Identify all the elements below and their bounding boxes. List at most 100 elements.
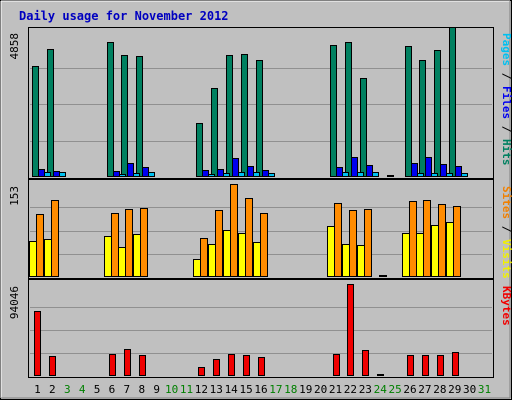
legend-entry-kbytes: KBytes xyxy=(500,286,512,326)
bar-pages-day-14 xyxy=(238,172,245,177)
day-label-24: 24 xyxy=(374,383,388,396)
bar-visits-day-2 xyxy=(51,200,59,277)
max-label-visits: 153 xyxy=(8,186,21,206)
day-label-25: 25 xyxy=(389,383,402,396)
bar-kbytes-day-16 xyxy=(258,357,265,376)
bar-files-day-6 xyxy=(113,171,120,177)
legend-entry-visits: Visits xyxy=(500,239,512,279)
bar-sites-day-7 xyxy=(118,247,126,277)
bar-hits-day-27 xyxy=(419,60,426,177)
bar-files-day-8 xyxy=(142,167,149,177)
day-label-30: 30 xyxy=(463,383,476,396)
bar-files-day-26 xyxy=(411,163,418,177)
bar-files-day-2 xyxy=(53,171,60,177)
day-label-26: 26 xyxy=(403,383,416,396)
panel-kbytes: 94046 KBytes xyxy=(8,279,512,378)
bar-files-day-12 xyxy=(202,170,209,177)
day-label-27: 27 xyxy=(418,383,431,396)
bar-visits-day-14 xyxy=(230,184,238,277)
bar-kbytes-day-26 xyxy=(407,355,414,376)
day-label-9: 9 xyxy=(153,383,160,396)
day-label-8: 8 xyxy=(138,383,145,396)
day-label-19: 19 xyxy=(299,383,312,396)
legend-entry-pages: Pages xyxy=(500,33,512,66)
bar-pages-day-28 xyxy=(446,173,453,177)
bar-files-day-23 xyxy=(366,165,373,177)
bar-sites-day-6 xyxy=(104,236,112,277)
legend-entry-hits: Hits xyxy=(500,139,512,166)
bar-visits-day-1 xyxy=(36,214,44,277)
day-label-10: 10 xyxy=(165,383,178,396)
day-label-22: 22 xyxy=(344,383,357,396)
bar-kbytes-day-8 xyxy=(139,355,146,376)
legend-separator: / xyxy=(500,119,512,139)
day-label-6: 6 xyxy=(109,383,116,396)
bar-hits-day-14 xyxy=(226,55,233,177)
max-label-kbytes: 94046 xyxy=(8,286,21,319)
bar-kbytes-day-23 xyxy=(362,350,369,376)
bar-files-day-13 xyxy=(217,169,224,177)
bar-sites-day-13 xyxy=(208,244,216,277)
bar-sites-day-21 xyxy=(327,226,335,277)
bar-kbytes-day-21 xyxy=(333,354,340,376)
bar-visits-day-16 xyxy=(260,213,268,277)
bar-visits-day-12 xyxy=(200,238,208,277)
bar-kbytes-day-15 xyxy=(243,355,250,376)
bar-files-day-14 xyxy=(232,158,239,177)
panel-visits: 153 Sites / Visits xyxy=(8,179,512,279)
day-label-3: 3 xyxy=(64,383,71,396)
bar-visits-day-29 xyxy=(453,206,461,277)
day-label-11: 11 xyxy=(180,383,193,396)
bar-files-day-28 xyxy=(440,164,447,177)
chart-title: Daily usage for November 2012 xyxy=(19,9,229,23)
bar-sites-day-27 xyxy=(416,233,424,277)
bar-files-day-1 xyxy=(38,169,45,177)
bar-files-day-7 xyxy=(127,163,134,177)
day-label-1: 1 xyxy=(34,383,41,396)
bar-visits-day-26 xyxy=(409,201,417,277)
day-label-23: 23 xyxy=(359,383,372,396)
bar-hits-day-7 xyxy=(121,55,128,177)
day-label-18: 18 xyxy=(284,383,297,396)
bar-visits-day-8 xyxy=(140,208,148,277)
bar-visits-day-21 xyxy=(334,203,342,277)
bar-kbytes-day-12 xyxy=(198,367,205,376)
bar-sites-day-8 xyxy=(133,234,141,277)
legend-entry-sites: Sites xyxy=(500,186,512,219)
bar-sites-day-1 xyxy=(29,241,37,277)
bar-hits-day-16 xyxy=(256,60,263,177)
bar-pages-day-23 xyxy=(372,172,379,177)
bar-sites-day-23 xyxy=(357,245,365,277)
bar-pages-day-2 xyxy=(59,172,66,177)
bar-kbytes-day-29 xyxy=(452,352,459,376)
legend-text-kbytes: KBytes xyxy=(500,286,512,326)
bar-pages-day-26 xyxy=(417,173,424,177)
day-label-4: 4 xyxy=(79,383,86,396)
bar-kbytes-day-6 xyxy=(109,354,116,376)
bar-pages-day-22 xyxy=(357,172,364,177)
bar-sites-day-22 xyxy=(342,244,350,277)
legend-hits: Pages / Files / Hits xyxy=(500,33,512,166)
bar-pages-day-6 xyxy=(119,174,126,177)
legend-text-visits: Sites / Visits xyxy=(500,186,512,279)
bar-visits-day-27 xyxy=(423,200,431,277)
bar-pages-day-29 xyxy=(461,173,468,177)
bar-hits-day-12 xyxy=(196,123,203,177)
bar-sites-day-15 xyxy=(238,233,246,277)
day-label-5: 5 xyxy=(94,383,101,396)
legend-separator: / xyxy=(500,66,512,86)
bar-hits-day-6 xyxy=(107,42,114,177)
bar-hits-day-28 xyxy=(434,50,441,177)
legend-separator: / xyxy=(500,219,512,239)
bar-pages-day-12 xyxy=(208,174,215,177)
bar-hits-day-23 xyxy=(360,78,367,177)
bar-hits-day-1 xyxy=(32,66,39,177)
bar-pages-day-24 xyxy=(387,175,394,177)
bar-kbytes-day-2 xyxy=(49,356,56,376)
bar-hits-day-8 xyxy=(136,56,143,177)
bar-visits-day-28 xyxy=(438,204,446,277)
bar-kbytes-day-27 xyxy=(422,355,429,376)
bar-visits-day-6 xyxy=(111,213,119,277)
bar-pages-day-16 xyxy=(268,173,275,177)
bar-pages-day-27 xyxy=(431,173,438,177)
